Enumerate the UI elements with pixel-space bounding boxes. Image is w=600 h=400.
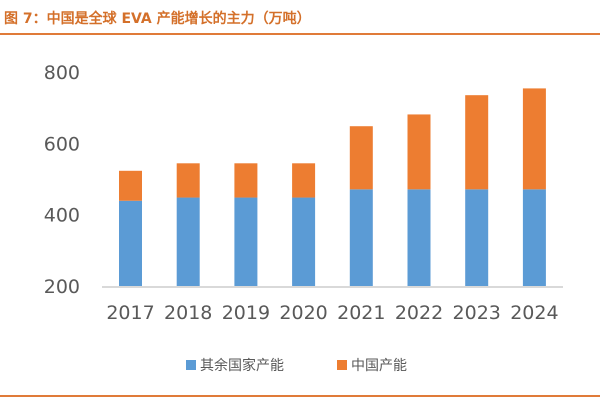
bar-other-countries-2022 [407,189,431,286]
bar-china-2020 [292,163,316,198]
bar-other-countries-2018 [176,197,200,286]
bar-china-2022 [407,114,431,190]
x-tick-label: 2022 [395,302,443,324]
y-tick-label: 400 [44,205,80,227]
bar-other-countries-2023 [465,189,489,286]
title-rule [0,33,600,35]
bar-other-countries-2017 [119,200,142,286]
bar-other-countries-2021 [349,189,373,286]
bar-china-2021 [349,126,373,190]
legend-label: 中国产能 [351,358,407,374]
y-tick-label: 600 [44,133,80,155]
bar-china-2018 [176,163,200,198]
legend-swatch [186,360,196,370]
x-tick-label: 2023 [453,302,501,324]
bottom-rule [0,395,600,397]
bar-china-2019 [234,163,258,198]
x-tick-label: 2018 [164,302,212,324]
bar-china-2017 [119,170,142,201]
y-tick-label: 200 [44,276,80,298]
x-tick-label: 2019 [222,302,270,324]
chart-title: 图 7：中国是全球 EVA 产能增长的主力（万吨） [4,11,311,27]
bar-china-2023 [465,95,489,190]
bar-other-countries-2020 [292,197,316,286]
x-tick-label: 2021 [337,302,385,324]
legend-swatch [337,360,347,370]
x-tick-label: 2020 [279,302,327,324]
x-tick-label: 2024 [510,302,558,324]
bar-other-countries-2024 [522,189,546,286]
bar-other-countries-2019 [234,197,258,286]
y-tick-label: 800 [44,62,80,84]
x-tick-label: 2017 [106,302,154,324]
legend-label: 其余国家产能 [200,357,284,374]
bar-china-2024 [522,88,546,190]
